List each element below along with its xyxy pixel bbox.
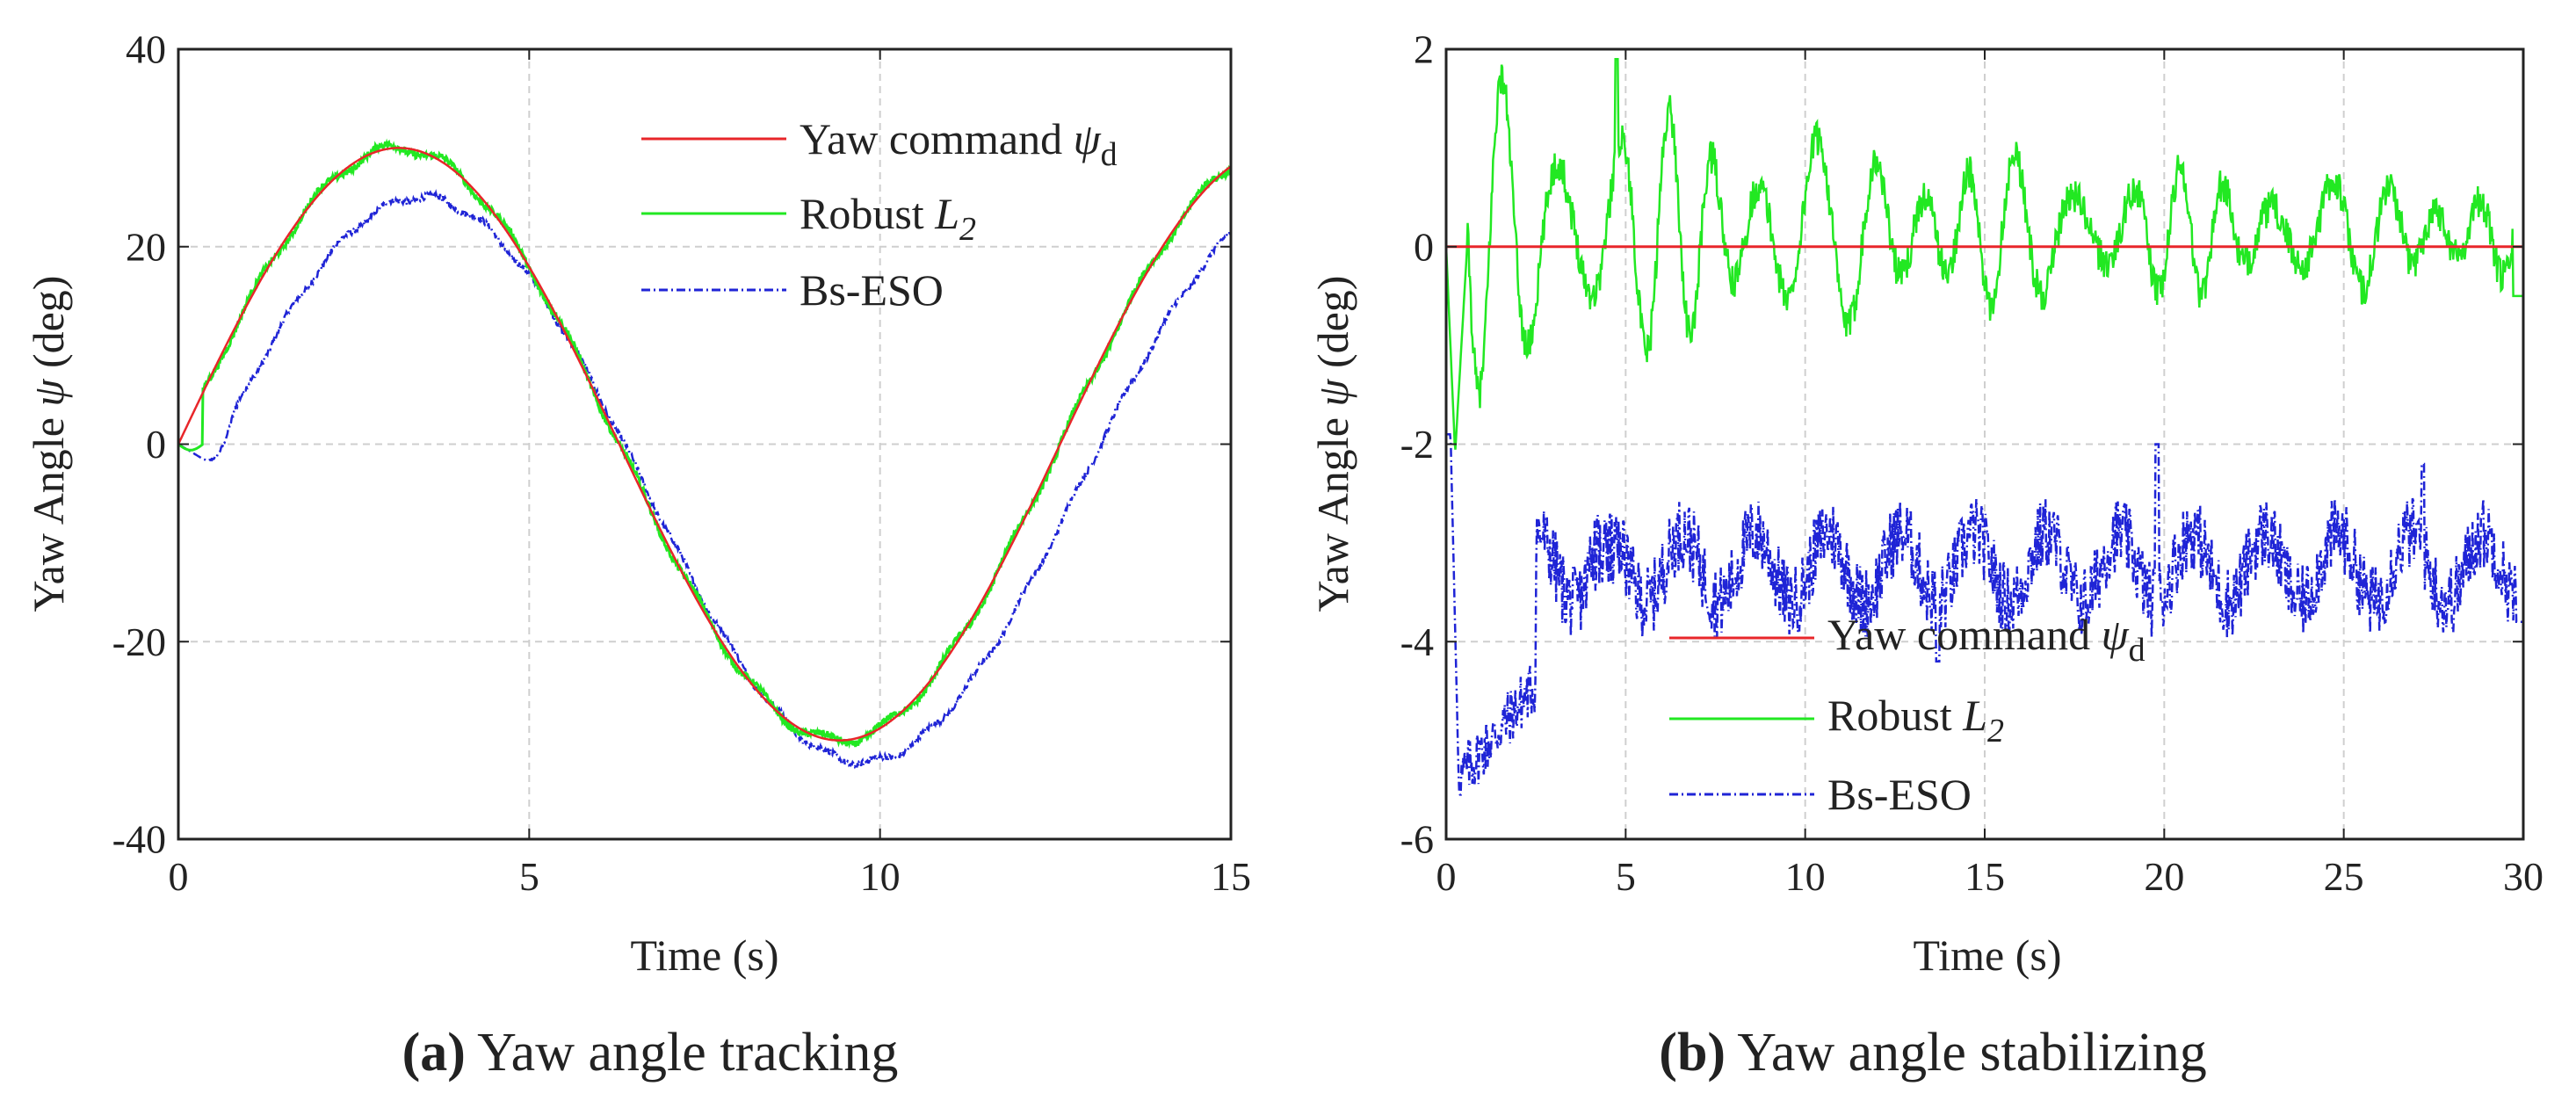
panel-a-x-axis-label: Time (s)	[630, 931, 778, 980]
series-a-bseso-line	[177, 188, 1233, 770]
panel-a-y-tick-label: -20	[112, 619, 166, 664]
panel-a-plot-frame	[177, 47, 1233, 841]
panel-a-y-tick-label: 0	[146, 422, 166, 467]
panel-a-gridlines	[178, 49, 1231, 839]
panel-b-ticks: 0 5 10 15 20 25 30 -6 -4 -2 0 2	[1400, 27, 2543, 900]
panel-a-x-tick-label: 0	[169, 854, 189, 899]
panel-a-y-axis-label: Yaw Angle ψ (deg)	[24, 276, 73, 612]
panel-b-x-axis-label: Time (s)	[1913, 931, 2061, 980]
panel-a-y-tick-label: 20	[126, 224, 166, 269]
panel-b-x-tick-label: 10	[1785, 854, 1826, 899]
panel-b-y-tick-label: -4	[1400, 619, 1434, 664]
panel-a-y-tick-label: 40	[126, 27, 166, 72]
panel-b-y-tick-label: -2	[1400, 422, 1434, 467]
panel-b-x-tick-label: 5	[1616, 854, 1636, 899]
legend-a-robust-entry: Robust L2	[641, 189, 976, 248]
legend-a-command-label: Yaw command ψd	[800, 114, 1118, 173]
panel-b-y-tick-label: -6	[1400, 817, 1434, 862]
legend-a-bseso-entry: Bs-ESO	[641, 265, 944, 315]
legend-a-robust-label: Robust L2	[800, 189, 976, 248]
panel-b-x-tick-label: 30	[2503, 854, 2543, 899]
panel-b-x-tick-label: 15	[1965, 854, 2005, 899]
panel-a-x-tick-label: 10	[860, 854, 901, 899]
panel-a-ticks: 0 5 10 15 -40 -20 0 20 40	[112, 27, 1251, 900]
panel-b-x-tick-label: 25	[2324, 854, 2364, 899]
legend-a-command-entry: Yaw command ψd	[641, 114, 1118, 173]
panel-b-x-tick-label: 0	[1436, 854, 1457, 899]
legend-b-bseso-entry: Bs-ESO	[1669, 770, 1972, 819]
panel-b-y-axis-label: Yaw Angle ψ (deg)	[1308, 276, 1357, 612]
panel-a-chart: 0 5 10 15 -40 -20 0 20 40 Time (s) Yaw Angle ψ (…	[24, 27, 1251, 1083]
legend-b-command-label: Yaw command ψd	[1827, 610, 2145, 669]
series-a-command-line	[177, 147, 1232, 742]
panel-b-y-tick-label: 0	[1414, 224, 1434, 269]
panel-b-legend: Yaw command ψd Robust L2 Bs-ESO	[1669, 610, 2145, 819]
panel-b-series	[1444, 57, 2523, 796]
panel-a-y-tick-label: -40	[112, 817, 166, 862]
panel-a-caption: (a) Yaw angle tracking	[402, 1023, 899, 1083]
panel-b-y-tick-label: 2	[1414, 27, 1434, 72]
series-a-robust-line	[177, 138, 1233, 750]
panel-b-chart: 0 5 10 15 20 25 30 -6 -4 -2 0 2 Time (s) Yaw Angle …	[1308, 27, 2543, 1083]
series-b-robust-line	[1444, 57, 2523, 450]
legend-b-robust-label: Robust L2	[1827, 691, 2004, 750]
panel-b-gridlines	[1446, 49, 2523, 839]
panel-b-caption: (b) Yaw angle stabilizing	[1659, 1023, 2206, 1083]
panel-a-legend: Yaw command ψd Robust L2 Bs-ESO	[641, 114, 1118, 315]
legend-a-bseso-label: Bs-ESO	[800, 265, 944, 315]
legend-b-command-entry: Yaw command ψd	[1669, 610, 2145, 669]
legend-b-robust-entry: Robust L2	[1669, 691, 2004, 750]
panel-a-x-tick-label: 5	[519, 854, 539, 899]
panel-a-series	[177, 138, 1233, 770]
legend-b-bseso-label: Bs-ESO	[1827, 770, 1972, 819]
panel-a-x-tick-label: 15	[1211, 854, 1251, 899]
series-b-bseso-line	[1446, 433, 2523, 796]
panel-b-x-tick-label: 20	[2144, 854, 2184, 899]
